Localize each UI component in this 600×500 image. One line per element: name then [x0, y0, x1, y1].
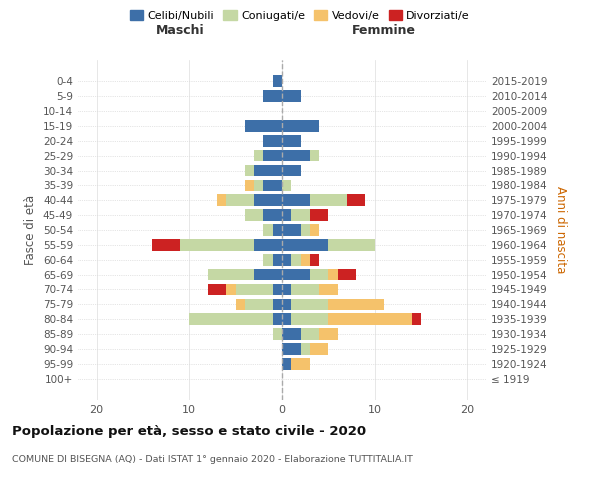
Bar	[263, 150, 282, 162]
Text: Popolazione per età, sesso e stato civile - 2020: Popolazione per età, sesso e stato civil…	[12, 425, 366, 438]
Bar	[282, 269, 310, 280]
Bar	[282, 314, 291, 325]
Bar	[263, 254, 273, 266]
Bar	[301, 224, 310, 236]
Bar	[282, 254, 291, 266]
Bar	[319, 328, 338, 340]
Bar	[273, 76, 282, 87]
Bar	[282, 90, 301, 102]
Bar	[263, 135, 282, 146]
Bar	[217, 194, 226, 206]
Bar	[291, 358, 310, 370]
Bar	[254, 180, 263, 191]
Y-axis label: Anni di nascita: Anni di nascita	[554, 186, 567, 274]
Bar	[254, 269, 282, 280]
Bar	[291, 314, 328, 325]
Bar	[291, 298, 328, 310]
Bar	[273, 314, 282, 325]
Bar	[236, 298, 245, 310]
Bar	[328, 314, 412, 325]
Text: Maschi: Maschi	[155, 24, 205, 38]
Bar	[245, 298, 273, 310]
Bar	[208, 269, 254, 280]
Bar	[263, 180, 282, 191]
Bar	[282, 343, 301, 355]
Bar	[291, 284, 319, 296]
Bar	[328, 298, 384, 310]
Bar	[301, 328, 319, 340]
Bar	[282, 239, 328, 250]
Bar	[254, 164, 282, 176]
Bar	[282, 194, 310, 206]
Bar	[310, 194, 347, 206]
Bar	[282, 164, 301, 176]
Bar	[282, 120, 319, 132]
Bar	[291, 210, 310, 221]
Bar	[226, 284, 236, 296]
Bar	[282, 298, 291, 310]
Bar	[263, 90, 282, 102]
Bar	[273, 328, 282, 340]
Bar	[273, 298, 282, 310]
Bar	[273, 224, 282, 236]
Bar	[282, 210, 291, 221]
Bar	[301, 343, 310, 355]
Bar	[301, 254, 310, 266]
Bar	[310, 269, 328, 280]
Bar	[226, 194, 254, 206]
Bar	[282, 358, 291, 370]
Bar	[236, 284, 273, 296]
Bar	[245, 210, 263, 221]
Bar	[208, 284, 226, 296]
Bar	[245, 180, 254, 191]
Text: COMUNE DI BISEGNA (AQ) - Dati ISTAT 1° gennaio 2020 - Elaborazione TUTTITALIA.IT: COMUNE DI BISEGNA (AQ) - Dati ISTAT 1° g…	[12, 455, 413, 464]
Bar	[310, 224, 319, 236]
Bar	[254, 150, 263, 162]
Bar	[412, 314, 421, 325]
Bar	[310, 210, 328, 221]
Bar	[273, 254, 282, 266]
Bar	[180, 239, 254, 250]
Bar	[291, 254, 301, 266]
Bar	[254, 194, 282, 206]
Bar	[310, 254, 319, 266]
Bar	[282, 180, 291, 191]
Bar	[245, 164, 254, 176]
Bar	[347, 194, 365, 206]
Bar	[328, 239, 375, 250]
Bar	[263, 224, 273, 236]
Bar	[282, 224, 301, 236]
Bar	[338, 269, 356, 280]
Bar	[282, 150, 310, 162]
Bar	[273, 284, 282, 296]
Bar	[263, 210, 282, 221]
Bar	[328, 269, 338, 280]
Bar	[254, 239, 282, 250]
Bar	[282, 328, 301, 340]
Bar	[282, 135, 301, 146]
Bar	[282, 284, 291, 296]
Bar	[319, 284, 338, 296]
Legend: Celibi/Nubili, Coniugati/e, Vedovi/e, Divorziati/e: Celibi/Nubili, Coniugati/e, Vedovi/e, Di…	[125, 6, 475, 25]
Y-axis label: Fasce di età: Fasce di età	[25, 195, 37, 265]
Text: Femmine: Femmine	[352, 24, 416, 38]
Bar	[310, 343, 328, 355]
Bar	[189, 314, 273, 325]
Bar	[152, 239, 180, 250]
Bar	[245, 120, 282, 132]
Bar	[310, 150, 319, 162]
